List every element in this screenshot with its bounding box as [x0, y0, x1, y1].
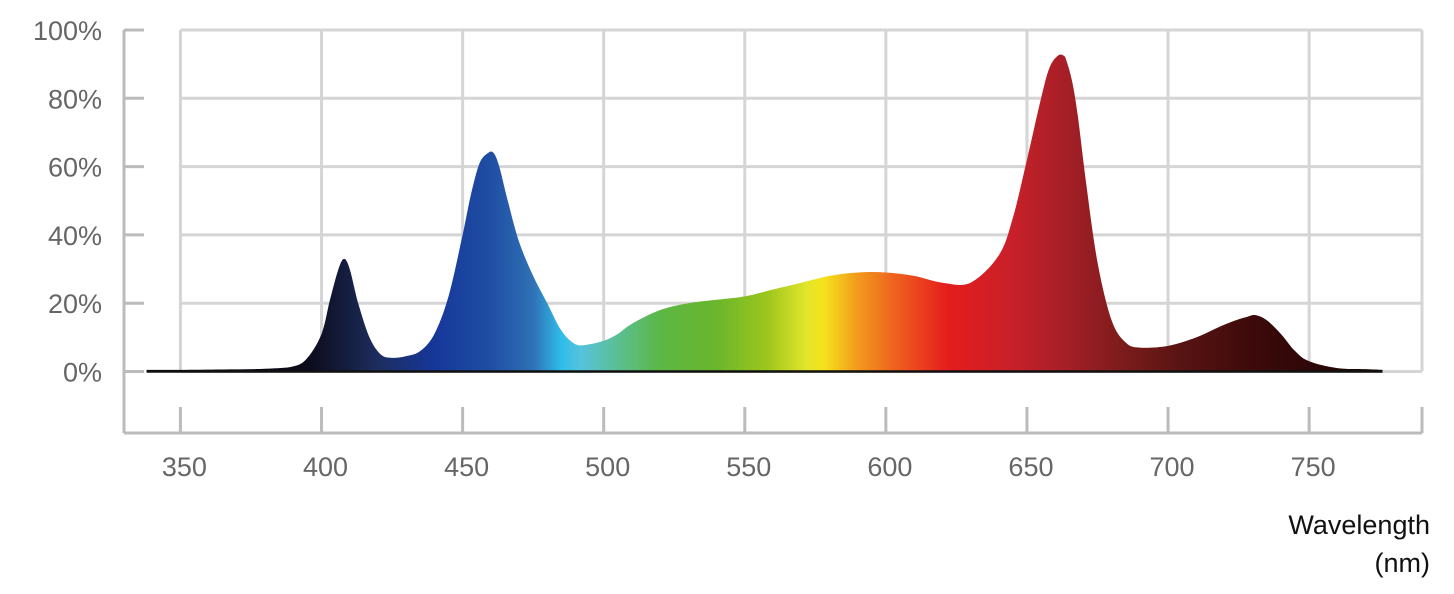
- x-tick-label-450: 450: [444, 452, 489, 482]
- y-tick-label-20: 20%: [48, 289, 102, 319]
- y-tick-label-60: 60%: [48, 153, 102, 183]
- y-tick-label-80: 80%: [48, 84, 102, 114]
- x-tick-label-350: 350: [162, 452, 207, 482]
- tick-label-layer: 0% 20% 40% 60% 80% 100% 350 400 450 500 550 600 650 7…: [33, 16, 1336, 482]
- x-tick-label-400: 400: [303, 452, 348, 482]
- x-tick-label-500: 500: [585, 452, 630, 482]
- x-tick-label-600: 600: [867, 452, 912, 482]
- spectrum-area-layer: [146, 54, 1383, 373]
- x-axis-title-line-1: Wavelength: [1288, 510, 1430, 540]
- x-tick-label-750: 750: [1291, 452, 1336, 482]
- y-tick-label-100: 100%: [33, 16, 102, 46]
- x-tick-label-550: 550: [726, 452, 771, 482]
- axis-layer: [122, 28, 1424, 435]
- x-tick-label-650: 650: [1008, 452, 1053, 482]
- x-axis-title-line-2: (nm): [1375, 548, 1431, 578]
- x-tick-label-700: 700: [1150, 452, 1195, 482]
- y-tick-label-40: 40%: [48, 221, 102, 251]
- y-tick-label-0: 0%: [63, 358, 102, 388]
- spectrum-area: [146, 54, 1383, 372]
